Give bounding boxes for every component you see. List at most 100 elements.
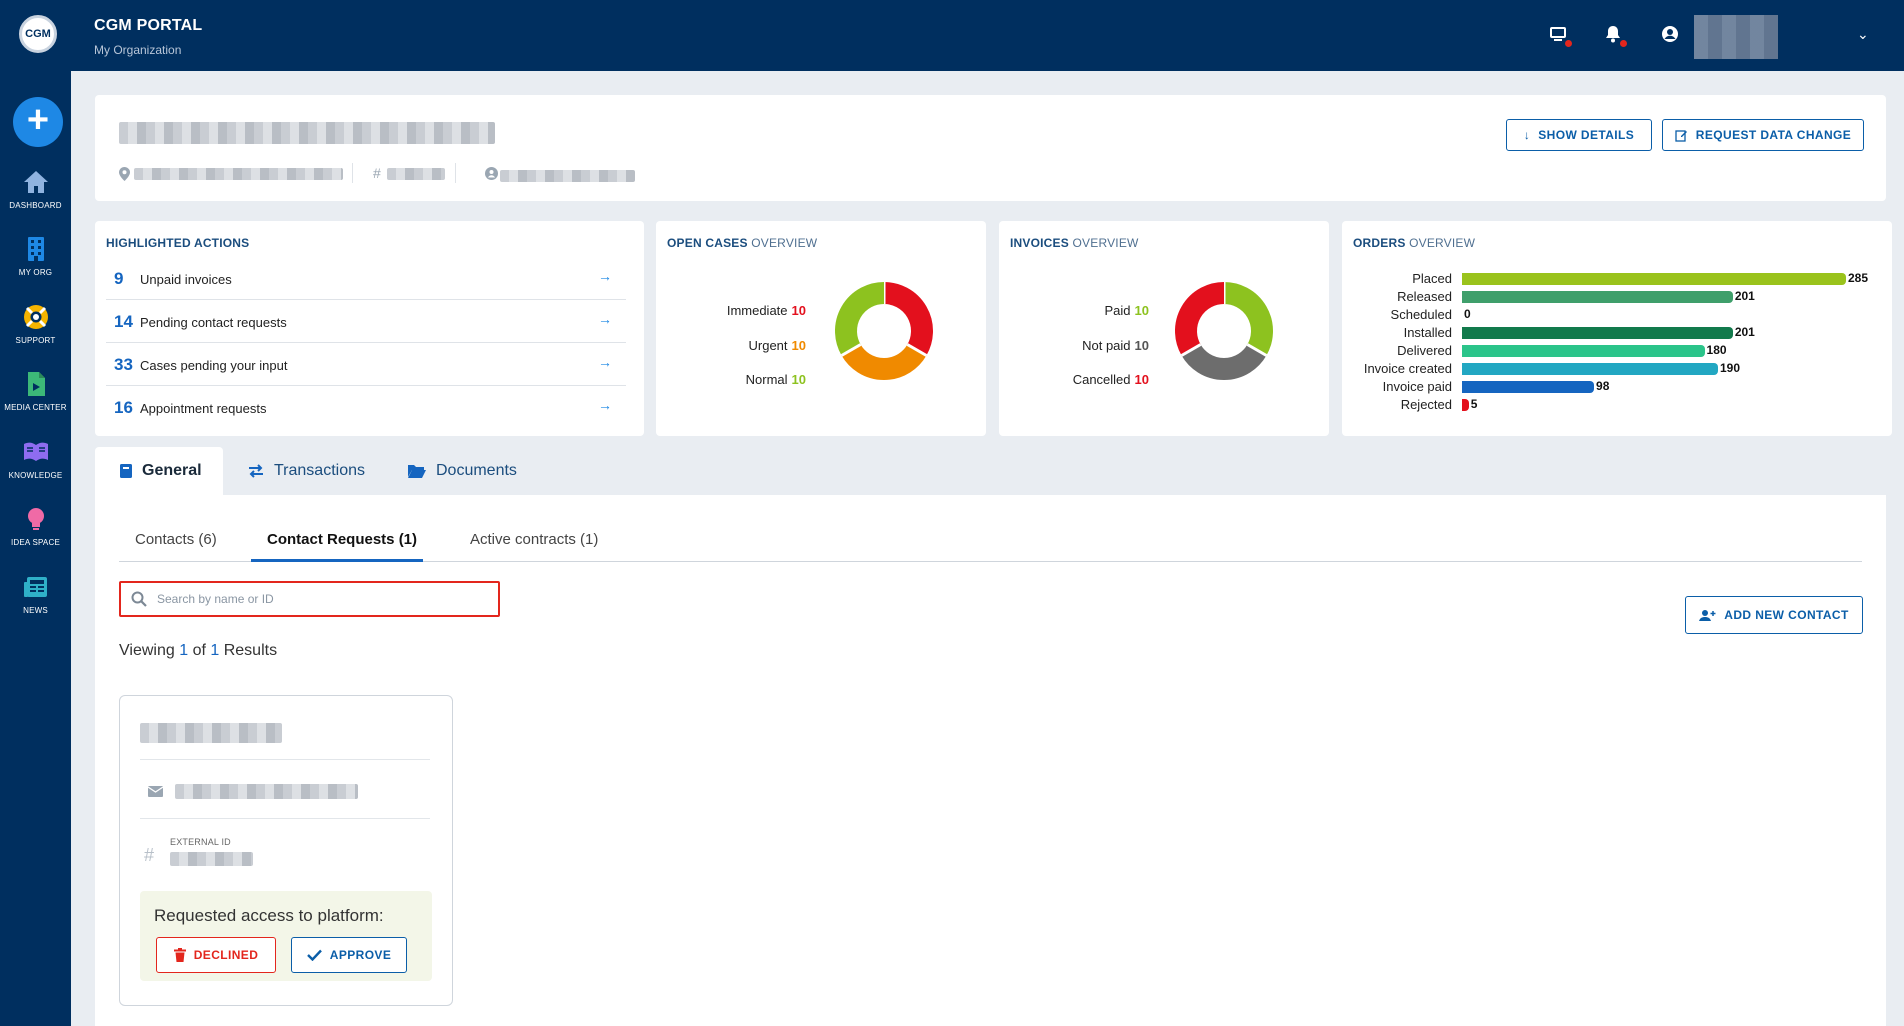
checkmark-icon — [306, 949, 322, 961]
bar-invoice-created — [1462, 363, 1718, 375]
tab-general[interactable]: General — [95, 447, 223, 495]
add-user-icon — [1699, 609, 1716, 621]
arrow-right-icon: → — [598, 397, 612, 413]
transfer-icon — [249, 464, 263, 478]
declined-button[interactable]: DECLINED — [156, 937, 276, 973]
lifebuoy-icon — [23, 305, 48, 329]
sidebar-item-label: NEWS — [23, 606, 48, 615]
email-redacted — [175, 784, 358, 799]
building-icon — [27, 237, 44, 261]
bell-icon[interactable] — [1603, 24, 1627, 47]
general-tab-content: Contacts (6) Contact Requests (1) Active… — [95, 495, 1886, 1026]
home-icon — [23, 171, 48, 193]
approve-button[interactable]: APPROVE — [291, 937, 407, 973]
sidebar-item-media-center[interactable]: MEDIA CENTER — [0, 370, 71, 412]
tab-active-contracts[interactable]: Active contracts (1) — [470, 531, 599, 548]
bar-invoice-paid — [1462, 381, 1595, 393]
tab-contact-requests[interactable]: Contact Requests (1) — [267, 531, 418, 548]
bar-value: 5 — [1470, 397, 1478, 411]
sidebar-item-dashboard[interactable]: DASHBOARD — [0, 168, 71, 210]
external-id-redacted — [170, 852, 253, 866]
access-request-box: Requested access to platform: DECLINED A… — [140, 891, 432, 981]
show-details-button[interactable]: ↓ SHOW DETAILS — [1506, 119, 1652, 151]
bar-row: Released 201 — [1342, 288, 1882, 306]
bar-label: Released — [1397, 289, 1452, 304]
sidebar-item-label: KNOWLEDGE — [8, 471, 63, 480]
bar-value: 180 — [1706, 343, 1727, 357]
search-input[interactable] — [157, 589, 487, 609]
invoices-title: INVOICES OVERVIEW — [1010, 236, 1139, 250]
tab-documents[interactable]: Documents — [407, 447, 517, 495]
donut-separator — [906, 343, 928, 357]
address-redacted — [134, 168, 343, 180]
book-icon — [23, 442, 48, 461]
active-tab-indicator — [251, 559, 423, 562]
legend-item: Normal 10 — [745, 372, 806, 387]
bar-delivered — [1462, 345, 1705, 357]
sidebar-item-support[interactable]: SUPPORT — [0, 303, 71, 345]
monitor-notification-icon[interactable] — [1548, 24, 1572, 47]
legend-item: Immediate 10 — [726, 303, 806, 318]
external-id-label: EXTERNAL ID — [170, 837, 231, 847]
sidebar-item-my-org[interactable]: MY ORG — [0, 235, 71, 277]
newspaper-icon — [23, 577, 47, 597]
bar-value: 0 — [1464, 307, 1471, 321]
user-icon[interactable] — [1660, 24, 1682, 46]
user-icon — [485, 167, 498, 180]
bar-value: 201 — [1734, 325, 1755, 339]
sidebar-item-knowledge[interactable]: KNOWLEDGE — [0, 438, 71, 480]
chevron-down-icon[interactable]: ⌄ — [1857, 26, 1869, 42]
media-file-icon — [27, 372, 45, 396]
highlighted-actions-title: HIGHLIGHTED ACTIONS — [106, 236, 250, 250]
arrow-right-icon: → — [598, 268, 612, 284]
bar-label: Delivered — [1397, 343, 1452, 358]
bar-value: 98 — [1596, 379, 1610, 393]
folder-open-icon — [408, 465, 426, 478]
lightbulb-icon — [27, 508, 44, 530]
arrow-down-icon: ↓ — [1523, 128, 1531, 142]
portal-title: CGM PORTAL — [94, 17, 203, 34]
plus-icon[interactable]: + — [13, 97, 63, 147]
bar-label: Installed — [1403, 325, 1452, 340]
book-icon — [120, 464, 132, 478]
bar-label: Invoice created — [1363, 361, 1452, 376]
tab-transactions[interactable]: Transactions — [247, 447, 365, 495]
add-new-contact-button[interactable]: ADD NEW CONTACT — [1685, 596, 1863, 634]
bar-rejected — [1462, 399, 1469, 411]
contact-person-redacted — [500, 170, 635, 182]
list-item[interactable]: 9 Unpaid invoices → — [106, 257, 626, 300]
organization-name-redacted — [119, 122, 495, 144]
sidebar-item-news[interactable]: NEWS — [0, 573, 71, 615]
legend-item: Paid 10 — [1104, 303, 1150, 318]
donut-separator — [1246, 343, 1268, 357]
tab-contacts[interactable]: Contacts (6) — [135, 531, 217, 548]
list-item[interactable]: 33 Cases pending your input → — [106, 343, 626, 386]
request-data-change-button[interactable]: REQUEST DATA CHANGE — [1662, 119, 1864, 151]
bar-value: 190 — [1720, 361, 1741, 375]
bar-label: Scheduled — [1390, 307, 1452, 322]
donut-separator — [1180, 343, 1202, 357]
sidebar-item-label: IDEA SPACE — [11, 538, 60, 547]
invoices-donut-chart — [1175, 282, 1273, 380]
org-id-redacted — [387, 168, 445, 180]
contact-request-card: # EXTERNAL ID Requested access to platfo… — [119, 695, 453, 1006]
bar-row: Invoice paid 98 — [1342, 378, 1882, 396]
list-item[interactable]: 16 Appointment requests → — [114, 397, 612, 417]
sidebar-item-label: MY ORG — [18, 268, 53, 277]
user-name-redacted[interactable] — [1694, 15, 1778, 59]
arrow-right-icon: → — [598, 354, 612, 370]
cgm-logo[interactable]: CGM — [19, 15, 57, 53]
edit-icon — [1675, 129, 1687, 142]
bar-row: Rejected 5 — [1342, 396, 1882, 414]
bar-row: Installed 201 — [1342, 324, 1882, 342]
donut-separator — [840, 343, 862, 357]
donut-slice-paid — [1223, 282, 1273, 356]
sidebar: + DASHBOARD MY ORG SUPPORT MEDIA CENTER … — [0, 71, 71, 1026]
list-item[interactable]: 14 Pending contact requests → — [106, 300, 626, 343]
invoices-card: INVOICES OVERVIEW Paid 10 Not paid 10 Canc… — [999, 221, 1329, 436]
donut-slice-urgent — [841, 343, 927, 380]
bar-row: Delivered 180 — [1342, 342, 1882, 360]
sidebar-item-idea-space[interactable]: IDEA SPACE — [0, 505, 71, 547]
bar-row: Placed 285 — [1342, 270, 1882, 288]
top-bar: CGM CGM PORTAL My Organization ⌄ — [0, 0, 1904, 71]
